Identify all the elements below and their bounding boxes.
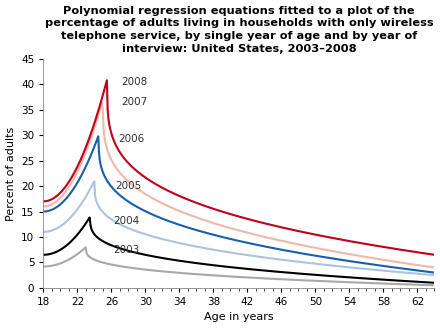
Text: 2008: 2008	[121, 77, 148, 87]
Text: 2005: 2005	[116, 181, 142, 191]
Text: 2004: 2004	[113, 216, 139, 226]
Text: 2006: 2006	[118, 134, 144, 144]
Y-axis label: Percent of adults: Percent of adults	[6, 126, 15, 220]
X-axis label: Age in years: Age in years	[204, 313, 274, 322]
Text: 2007: 2007	[121, 97, 148, 107]
Text: 2003: 2003	[113, 245, 139, 255]
Title: Polynomial regression equations fitted to a plot of the
percentage of adults liv: Polynomial regression equations fitted t…	[44, 6, 433, 54]
